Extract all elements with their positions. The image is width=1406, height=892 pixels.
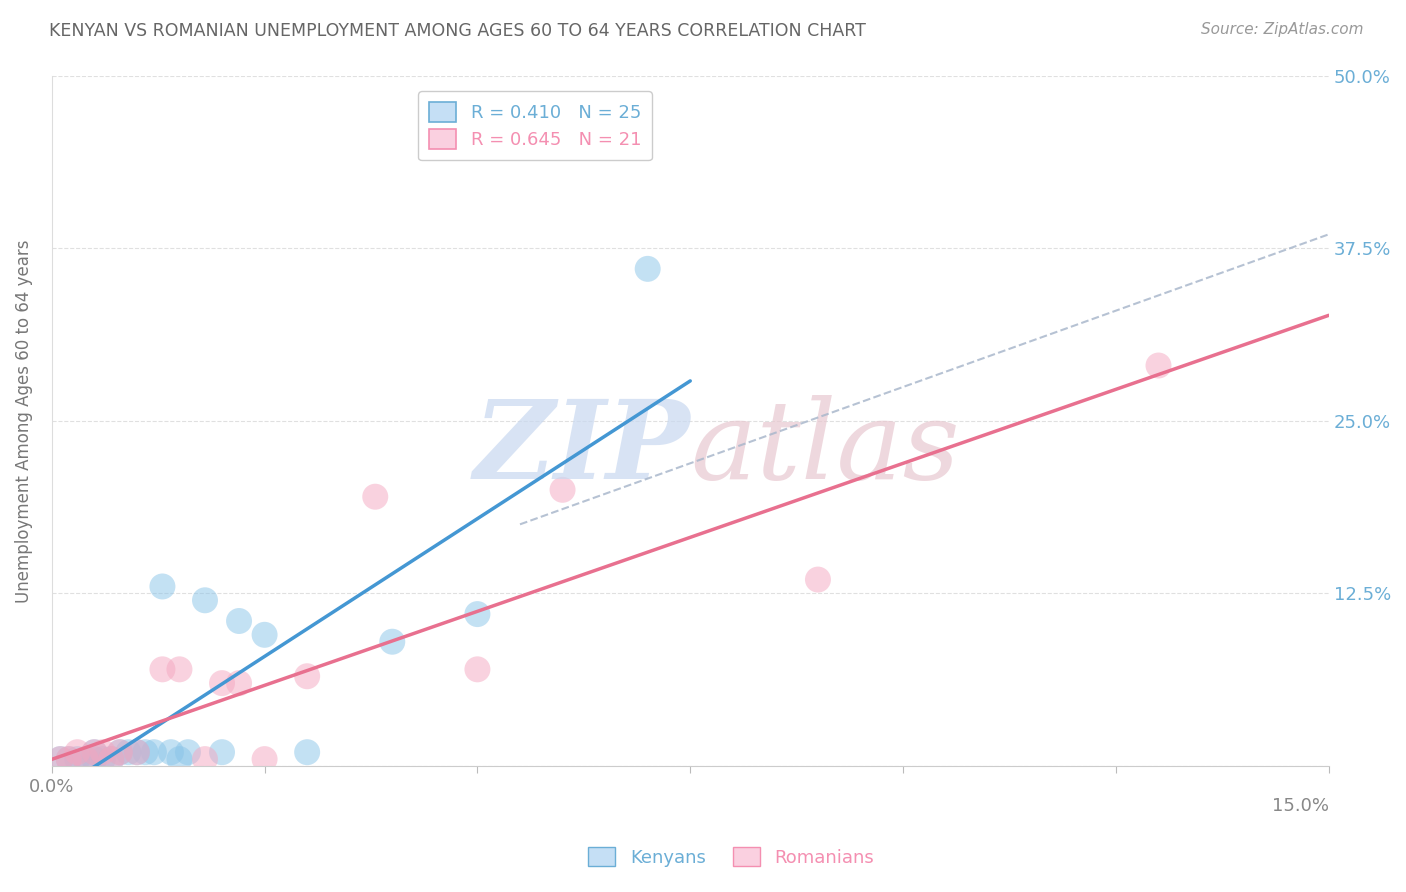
Point (66, 752, 89, 766)
Point (75, 752, 97, 766)
Point (83, 745, 105, 759)
Point (49, 752, 72, 766)
Point (125, 745, 148, 759)
Point (364, 490, 387, 504)
Point (169, 752, 191, 766)
Point (169, 662, 191, 676)
Point (194, 593, 217, 607)
Point (160, 745, 183, 759)
Point (108, 745, 131, 759)
Point (58, 752, 80, 766)
Point (295, 669, 318, 683)
Point (253, 752, 276, 766)
Point (83, 752, 105, 766)
Point (134, 745, 156, 759)
Point (253, 628, 276, 642)
Point (83, 745, 105, 759)
Point (91, 745, 114, 759)
Point (467, 607, 489, 621)
Y-axis label: Unemployment Among Ages 60 to 64 years: Unemployment Among Ages 60 to 64 years (15, 239, 32, 602)
Point (117, 745, 139, 759)
Point (228, 614, 250, 628)
Legend: R = 0.410   N = 25, R = 0.645   N = 21: R = 0.410 N = 25, R = 0.645 N = 21 (419, 92, 652, 161)
Point (152, 662, 174, 676)
Point (125, 745, 148, 759)
Point (551, 483, 574, 497)
Text: ZIP: ZIP (474, 394, 690, 502)
Text: Source: ZipAtlas.com: Source: ZipAtlas.com (1201, 22, 1364, 37)
Text: 15.0%: 15.0% (1272, 797, 1329, 814)
Point (66, 745, 89, 759)
Point (100, 752, 122, 766)
Point (49, 752, 72, 766)
Point (177, 745, 200, 759)
Point (295, 745, 318, 759)
Point (108, 745, 131, 759)
Point (467, 662, 489, 676)
Point (807, 573, 830, 587)
Text: KENYAN VS ROMANIAN UNEMPLOYMENT AMONG AGES 60 TO 64 YEARS CORRELATION CHART: KENYAN VS ROMANIAN UNEMPLOYMENT AMONG AG… (49, 22, 866, 40)
Point (381, 634, 404, 648)
Point (91, 752, 114, 766)
Point (75, 752, 97, 766)
Point (152, 579, 174, 593)
Text: atlas: atlas (690, 394, 960, 502)
Point (228, 676, 250, 690)
Legend: Kenyans, Romanians: Kenyans, Romanians (581, 840, 882, 874)
Point (1147, 359, 1170, 373)
Point (637, 261, 659, 276)
Point (142, 745, 165, 759)
Point (211, 676, 233, 690)
Point (100, 752, 122, 766)
Point (194, 752, 217, 766)
Point (58, 752, 80, 766)
Point (211, 745, 233, 759)
